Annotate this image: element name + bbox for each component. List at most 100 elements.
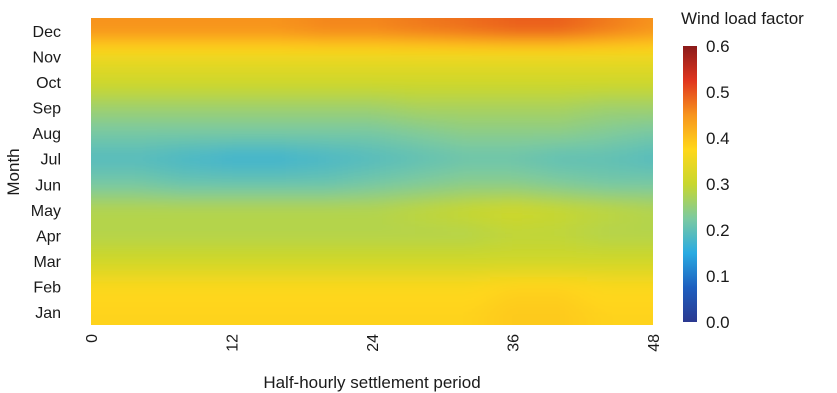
heatmap-cell	[372, 154, 384, 161]
heatmap-cell	[490, 333, 501, 339]
heatmap-cell	[576, 304, 588, 311]
heatmap-cell	[339, 206, 352, 213]
heatmap-cell	[339, 269, 352, 277]
heatmap-cell	[447, 136, 459, 144]
heatmap-cell	[554, 269, 567, 277]
heatmap-cell	[640, 18, 653, 22]
heatmap-cell	[318, 304, 330, 311]
heatmap-cell	[167, 113, 180, 121]
heatmap-cell	[554, 281, 567, 288]
heatmap-cell	[296, 21, 309, 28]
heatmap-cell	[511, 44, 524, 51]
heatmap-cell	[339, 78, 352, 86]
heatmap-cell	[264, 113, 276, 121]
heatmap-cell	[232, 154, 244, 161]
heatmap-cell	[286, 61, 298, 68]
heatmap-cell	[469, 4, 480, 10]
heatmap-cell	[651, 113, 653, 121]
heatmap-cell	[447, 310, 459, 317]
heatmap-cell	[576, 339, 587, 345]
heatmap-cell	[479, 258, 491, 265]
heatmap-cell	[554, 229, 567, 236]
heatmap-cell	[286, 78, 298, 86]
heatmap-cell	[135, 44, 147, 51]
heatmap-cell	[264, 275, 276, 282]
heatmap-cell	[490, 287, 502, 294]
colorbar-ticks: 0.00.10.20.30.40.50.6	[706, 37, 730, 332]
heatmap-cell	[221, 217, 233, 225]
heatmap-cell	[447, 73, 459, 80]
heatmap-cell	[640, 125, 653, 132]
heatmap-cell	[490, 102, 502, 109]
heatmap-cell	[662, 328, 673, 334]
heatmap-cell	[91, 32, 94, 40]
heatmap-cell	[662, 218, 673, 224]
heatmap-cell	[221, 55, 233, 63]
heatmap-cell	[243, 10, 254, 16]
heatmap-cell	[468, 264, 481, 271]
heatmap-cell	[329, 107, 341, 115]
heatmap-cell	[415, 235, 427, 242]
heatmap-cell	[619, 275, 631, 282]
heatmap-cell	[329, 10, 340, 16]
heatmap-cell	[167, 119, 180, 126]
heatmap-cell	[318, 229, 330, 236]
heatmap-cell	[619, 73, 631, 80]
heatmap-cell	[436, 252, 448, 259]
heatmap-cell	[587, 328, 598, 334]
heatmap-cell	[415, 113, 427, 121]
heatmap-cell	[91, 142, 94, 149]
heatmap-cell	[178, 148, 190, 155]
heatmap-cell	[275, 84, 287, 92]
heatmap-cell	[136, 333, 147, 339]
heatmap-cell	[200, 333, 211, 339]
heatmap-cell	[651, 258, 653, 265]
heatmap-cell	[468, 275, 481, 282]
heatmap-cell	[479, 73, 491, 80]
heatmap-cell	[468, 223, 481, 230]
heatmap-cell	[167, 304, 180, 311]
heatmap-cell	[651, 26, 653, 34]
heatmap-cell	[576, 18, 588, 22]
heatmap-cell	[458, 194, 470, 202]
heatmap-cell	[544, 321, 556, 325]
heatmap-cell	[135, 287, 147, 294]
heatmap-cell	[296, 78, 309, 86]
heatmap-cell	[437, 333, 448, 339]
heatmap-cell	[350, 246, 362, 254]
heatmap-cell	[275, 304, 287, 311]
heatmap-cell	[318, 188, 330, 196]
heatmap-cell	[404, 269, 416, 277]
heatmap-cell	[275, 310, 287, 317]
heatmap-cell	[587, 26, 599, 34]
heatmap-cell	[393, 136, 405, 144]
heatmap-cell	[243, 200, 255, 207]
heatmap-cell	[554, 240, 567, 248]
heatmap-cell	[619, 125, 631, 132]
heatmap-cell	[178, 131, 190, 138]
heatmap-cell	[490, 223, 502, 230]
heatmap-cell	[103, 333, 114, 339]
heatmap-cell	[598, 10, 609, 16]
heatmap-cell	[243, 188, 255, 196]
heatmap-cell	[554, 18, 567, 22]
heatmap-cell	[565, 275, 577, 282]
heatmap-cell	[565, 78, 577, 86]
heatmap-cell	[511, 26, 524, 34]
heatmap-cell	[404, 26, 416, 34]
heatmap-cell	[404, 38, 416, 45]
heatmap-cell	[157, 183, 169, 190]
heatmap-cell	[651, 188, 653, 196]
heatmap-cell	[587, 269, 599, 277]
heatmap-cell	[501, 96, 513, 103]
heatmap-cell	[533, 310, 545, 317]
heatmap-cell	[350, 177, 362, 184]
heatmap-cell	[253, 188, 266, 196]
heatmap-cell	[404, 217, 416, 225]
heatmap-cell	[490, 4, 501, 10]
heatmap-cell	[458, 246, 470, 254]
heatmap-cell	[415, 26, 427, 34]
heatmap-cell	[662, 50, 673, 56]
heatmap-cell	[630, 264, 642, 271]
heatmap-cell	[339, 240, 352, 248]
